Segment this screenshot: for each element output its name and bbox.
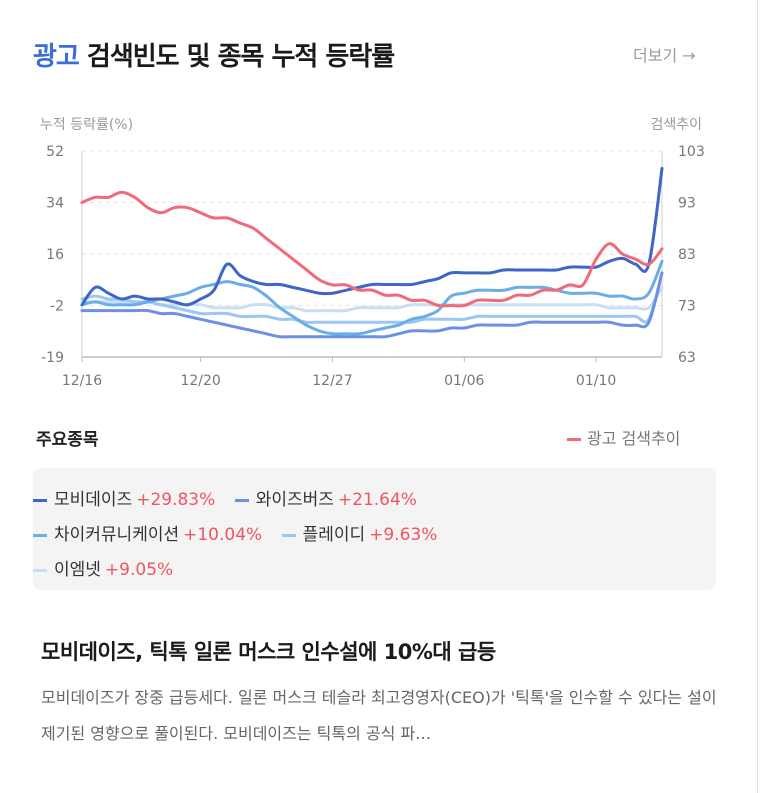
y-left-tick-label: 52 <box>46 144 64 160</box>
stock-item-wisebirds[interactable]: 와이즈버즈 +21.64% <box>234 485 417 510</box>
page-title: 광고 검색빈도 및 종목 누적 등락률 <box>33 36 395 73</box>
search-trend-swatch <box>567 438 581 441</box>
x-tick-label: 12/16 <box>62 373 102 389</box>
series-line-1 <box>80 271 664 339</box>
cumulative-return-chart: 52 103 34 93 16 83 -2 73 -19 63 누적 등락률(%) 검색추이 12/16… <box>40 117 705 389</box>
title-keyword: 광고 <box>33 42 80 72</box>
stock-name: 모비데이즈 <box>54 490 133 510</box>
y-right-tick-label: 103 <box>678 144 705 160</box>
y-right-tick-label: 93 <box>678 196 696 212</box>
x-tick-label: 12/20 <box>180 373 220 389</box>
stock-name: 플레이디 <box>302 525 366 545</box>
stock-name: 와이즈버즈 <box>255 490 334 510</box>
series-line-0 <box>80 166 664 307</box>
y-left-tick-label: -19 <box>41 350 64 366</box>
stock-legend-row-2: 차이커뮤니케이션 +10.04% 플레이디 +9.63% <box>33 520 451 545</box>
stock-name: 차이커뮤니케이션 <box>54 525 180 545</box>
x-tick-label: 12/27 <box>312 373 352 389</box>
stock-swatch <box>33 533 47 537</box>
search-trend-label: 광고 검색추이 <box>587 429 681 448</box>
news-summary[interactable]: 모비데이즈가 장중 급등세다. 일론 머스크 테슬라 최고경영자(CEO)가 '… <box>41 688 717 743</box>
right-border <box>757 0 758 793</box>
y-right-tick-label: 63 <box>678 350 696 366</box>
y-left-tick-label: 16 <box>46 247 64 263</box>
more-link[interactable]: 더보기 → <box>633 46 696 65</box>
y-left-tick-label: -2 <box>50 299 64 315</box>
x-tick-label: 01/06 <box>444 373 484 389</box>
series-line-3 <box>80 271 664 324</box>
chart-grid <box>82 150 662 306</box>
stock-swatch <box>281 533 296 537</box>
y-left-tick-label: 34 <box>46 196 64 212</box>
y-right-axis-title: 검색추이 <box>650 117 702 133</box>
stock-name: 이엠넷 <box>54 560 101 580</box>
stock-swatch <box>33 498 47 502</box>
stock-item-playd[interactable]: 플레이디 +9.63% <box>281 520 438 545</box>
chart-axes: 52 103 34 93 16 83 -2 73 -19 63 누적 등락률(%) 검색추이 12/16… <box>40 117 705 389</box>
news-title[interactable]: 모비데이즈, 틱톡 일론 머스크 인수설에 10%대 급등 <box>41 640 496 664</box>
stock-swatch <box>234 498 249 502</box>
y-right-tick-label: 83 <box>678 247 696 263</box>
stock-pct: +29.83% <box>136 490 216 510</box>
stock-item-mobidays[interactable]: 모비데이즈 +29.83% <box>33 485 215 510</box>
y-right-tick-label: 73 <box>678 299 696 315</box>
search-trend-legend: 광고 검색추이 <box>567 425 680 449</box>
series-line-2 <box>80 259 664 336</box>
series-line-4 <box>80 285 664 313</box>
stock-legend-box <box>33 468 716 590</box>
stock-pct: +9.63% <box>369 525 438 545</box>
stock-item-chai-communication[interactable]: 차이커뮤니케이션 +10.04% <box>33 520 262 545</box>
stock-legend-row-1: 모비데이즈 +29.83% 와이즈버즈 +21.64% <box>33 485 431 510</box>
stock-legend-row-3: 이엠넷 +9.05% <box>33 555 187 580</box>
stock-swatch <box>33 568 47 572</box>
title-text: 검색빈도 및 종목 누적 등락률 <box>86 42 395 72</box>
stock-pct: +10.04% <box>183 525 263 545</box>
stock-pct: +21.64% <box>337 490 417 510</box>
section-title: 주요종목 <box>36 430 99 450</box>
chart-lines <box>80 166 664 339</box>
x-tick-label: 01/10 <box>576 373 616 389</box>
y-left-axis-title: 누적 등락률(%) <box>40 117 133 133</box>
stock-pct: +9.05% <box>104 560 174 580</box>
stock-item-emnet[interactable]: 이엠넷 +9.05% <box>33 555 173 580</box>
series-line-5 <box>80 190 664 308</box>
